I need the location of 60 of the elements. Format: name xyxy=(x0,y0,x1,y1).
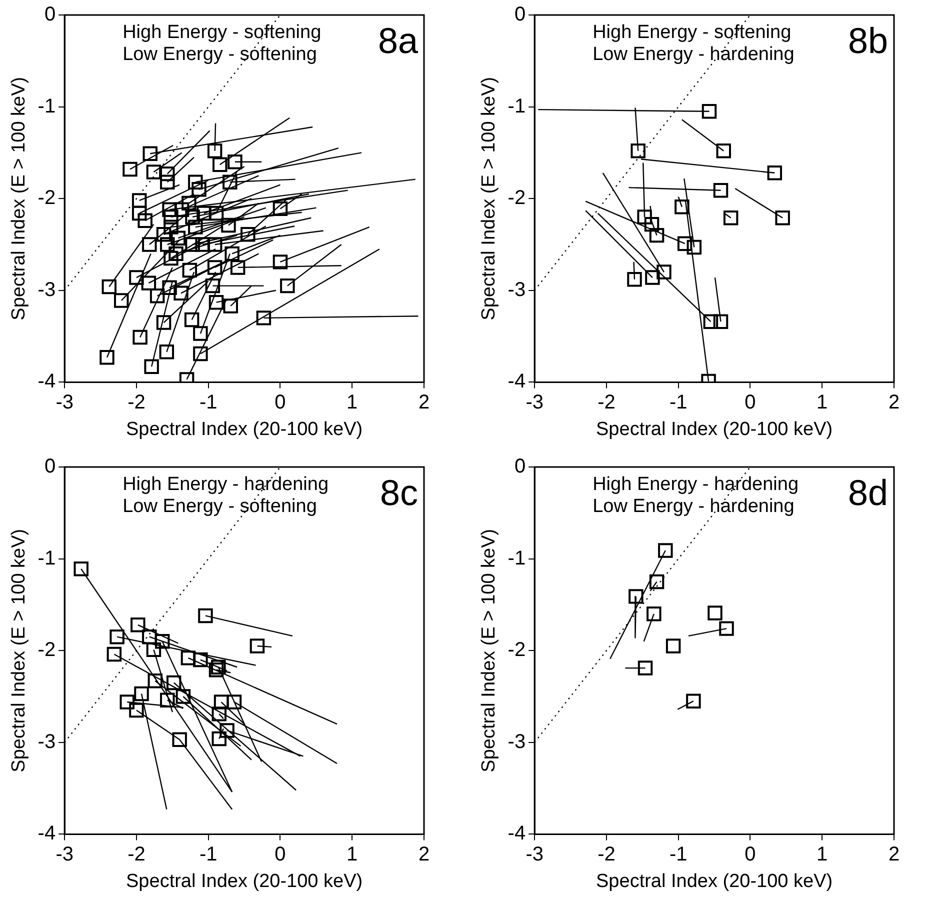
y-tick-label: -1 xyxy=(508,547,526,570)
y-tick-label: -2 xyxy=(38,187,56,210)
annotation: High Energy - softening xyxy=(122,22,322,44)
x-tick-label: 0 xyxy=(744,392,756,414)
x-tick-label: -2 xyxy=(598,844,616,866)
y-tick-label: -3 xyxy=(508,278,526,301)
annotation: 8d xyxy=(848,472,888,513)
y-axis-title: Spectral Index (E > 100 keV) xyxy=(8,76,30,320)
annotation: High Energy - hardening xyxy=(592,474,799,496)
x-tick-label: 1 xyxy=(816,844,828,866)
x-axis-title: Spectral Index (20-100 keV) xyxy=(126,418,363,440)
x-tick-label: 2 xyxy=(418,392,430,414)
x-tick-label: 0 xyxy=(744,844,756,866)
y-tick-label: -1 xyxy=(38,95,56,118)
x-tick-label: 1 xyxy=(816,392,828,414)
annotation: Low Energy - softening xyxy=(122,496,317,518)
y-tick-label: -4 xyxy=(38,822,56,845)
x-tick-label: -1 xyxy=(199,844,218,866)
y-tick-label: 0 xyxy=(44,4,56,26)
y-tick-label: -2 xyxy=(508,187,526,210)
x-axis-title: Spectral Index (20-100 keV) xyxy=(126,870,363,892)
annotation: 8b xyxy=(848,20,888,61)
x-tick-label: 2 xyxy=(418,844,430,866)
y-tick-label: 0 xyxy=(514,456,526,478)
annotation: High Energy - hardening xyxy=(122,474,329,496)
y-tick-label: -4 xyxy=(38,370,56,393)
annotation: High Energy - softening xyxy=(592,22,792,44)
x-axis-title: Spectral Index (20-100 keV) xyxy=(596,870,833,892)
y-tick-label: -4 xyxy=(508,370,526,393)
x-tick-label: -1 xyxy=(199,392,218,414)
x-tick-label: 1 xyxy=(346,844,358,866)
y-tick-label: -3 xyxy=(508,730,526,753)
x-tick-label: 1 xyxy=(346,392,358,414)
x-tick-label: -2 xyxy=(598,392,616,414)
y-tick-label: -4 xyxy=(508,822,526,845)
y-axis-title: Spectral Index (E > 100 keV) xyxy=(8,528,30,772)
annotation: 8c xyxy=(380,472,418,513)
annotation: 8a xyxy=(378,20,419,61)
x-tick-label: -1 xyxy=(669,844,688,866)
y-tick-label: 0 xyxy=(514,4,526,26)
y-tick-label: -2 xyxy=(38,639,56,662)
annotation: Low Energy - hardening xyxy=(592,44,794,66)
y-axis-title: Spectral Index (E > 100 keV) xyxy=(478,76,500,320)
x-tick-label: 2 xyxy=(888,392,900,414)
x-tick-label: -2 xyxy=(128,392,146,414)
annotation: Low Energy - softening xyxy=(122,44,317,66)
x-tick-label: 2 xyxy=(888,844,900,866)
y-tick-label: -1 xyxy=(38,547,56,570)
x-axis-title: Spectral Index (20-100 keV) xyxy=(596,418,833,440)
y-tick-label: 0 xyxy=(44,456,56,478)
x-tick-label: 0 xyxy=(274,844,286,866)
y-tick-label: -1 xyxy=(508,95,526,118)
x-tick-label: -2 xyxy=(128,844,146,866)
x-tick-label: -1 xyxy=(669,392,688,414)
annotation: Low Energy - hardening xyxy=(592,496,794,518)
y-tick-label: -2 xyxy=(508,639,526,662)
y-tick-label: -3 xyxy=(38,278,56,301)
y-axis-title: Spectral Index (E > 100 keV) xyxy=(478,528,500,772)
x-tick-label: 0 xyxy=(274,392,286,414)
y-tick-label: -3 xyxy=(38,730,56,753)
